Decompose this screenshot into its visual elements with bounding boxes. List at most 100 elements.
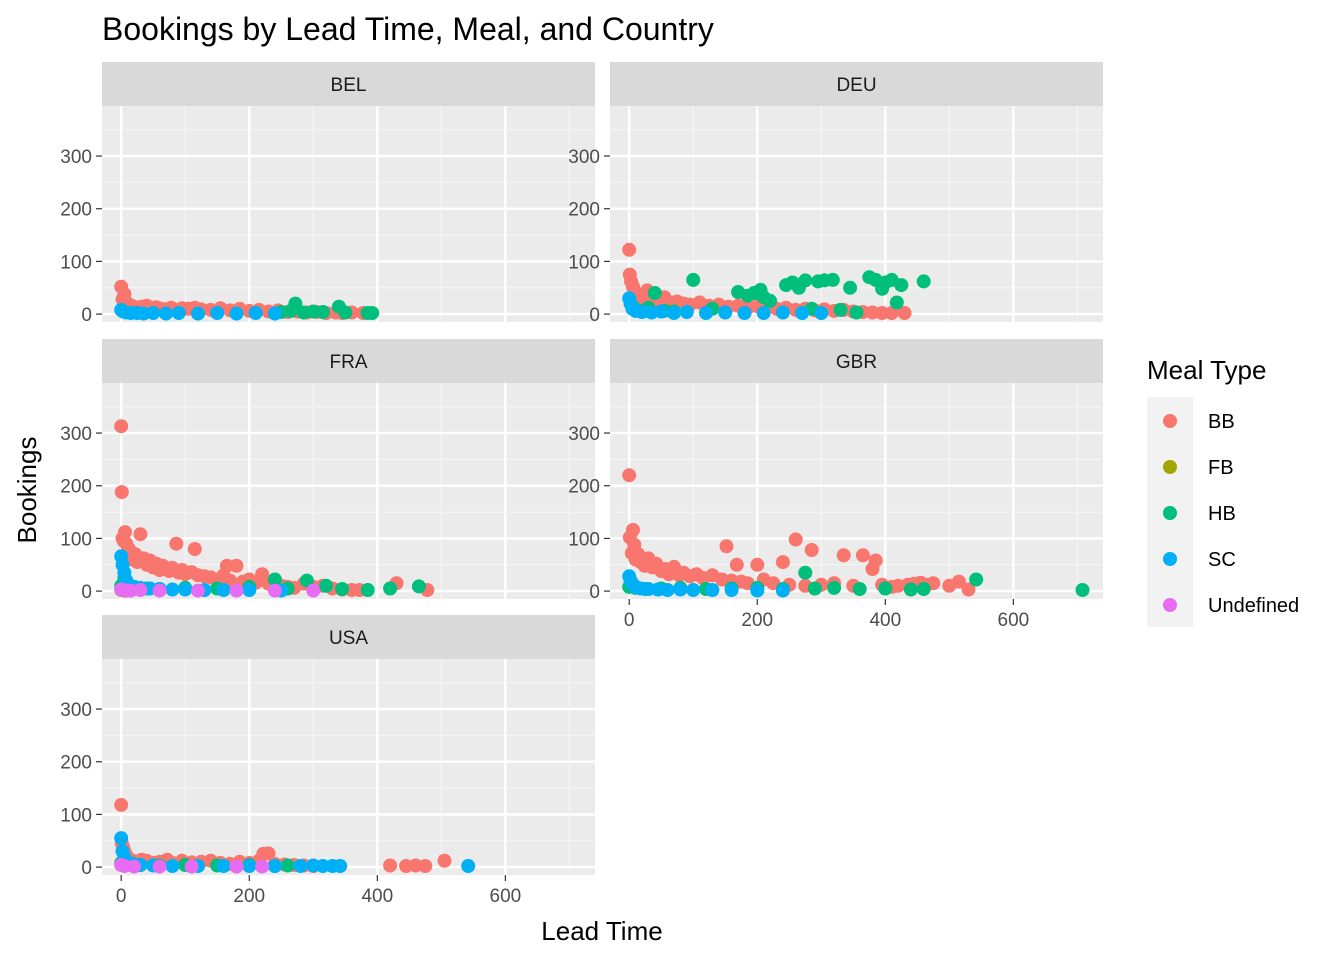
data-point-hb xyxy=(383,581,398,596)
data-point-hb xyxy=(969,572,984,587)
data-point-bb xyxy=(133,527,148,542)
panel-background xyxy=(102,106,595,322)
facet-strip-label: BEL xyxy=(331,75,367,96)
y-tick-label: 300 xyxy=(568,147,600,168)
data-point-hb xyxy=(686,272,701,287)
data-point-hb xyxy=(647,286,662,300)
data-point-hb xyxy=(916,274,931,289)
x-tick-label: 200 xyxy=(741,610,773,631)
data-point-undefined xyxy=(127,859,141,874)
data-point-sc xyxy=(775,583,790,598)
data-point-sc xyxy=(146,306,161,320)
data-point-bb xyxy=(788,532,803,547)
data-point-undefined xyxy=(267,583,282,598)
data-point-bb xyxy=(261,846,276,861)
points-group xyxy=(114,797,476,874)
facet-panel-fra: FRA 0 100 200 300 xyxy=(60,339,595,603)
data-point-bb xyxy=(868,553,883,568)
y-tick-label: 200 xyxy=(568,200,600,221)
data-point-sc xyxy=(315,859,330,873)
data-point-bb xyxy=(418,859,433,873)
data-point-hb xyxy=(852,582,867,596)
data-point-hb xyxy=(833,302,848,317)
data-point-bb xyxy=(114,419,129,434)
y-tick-label: 0 xyxy=(81,305,92,326)
data-point-sc xyxy=(705,583,720,597)
data-point-bb xyxy=(775,555,790,570)
data-point-sc xyxy=(191,306,205,321)
y-tick-label: 300 xyxy=(60,424,92,445)
data-point-hb xyxy=(315,305,330,319)
facet-strip xyxy=(102,615,595,659)
data-point-hb xyxy=(411,579,426,594)
data-point-sc xyxy=(248,306,263,320)
data-point-hb xyxy=(798,273,813,288)
y-tick-label: 200 xyxy=(568,477,600,498)
data-point-hb xyxy=(807,581,822,596)
data-point-bb xyxy=(897,306,912,320)
data-point-hb xyxy=(335,582,350,596)
legend-label-fb: FB xyxy=(1208,457,1234,479)
legend-key-bb xyxy=(1163,414,1177,428)
data-point-hb xyxy=(338,305,353,320)
legend-label-bb: BB xyxy=(1208,411,1235,433)
facet-strip-label: DEU xyxy=(836,75,876,96)
data-point-hb xyxy=(299,573,314,588)
data-point-bb xyxy=(855,548,870,563)
data-point-sc xyxy=(699,306,713,320)
data-point-sc xyxy=(267,306,282,321)
data-point-undefined xyxy=(152,583,167,598)
x-tick-label: 600 xyxy=(998,610,1030,631)
data-point-bb xyxy=(719,539,734,554)
legend-key-hb xyxy=(1163,506,1177,520)
panel-background xyxy=(102,659,595,875)
x-tick-label: 400 xyxy=(361,886,393,907)
data-point-bb xyxy=(187,542,202,556)
y-tick-label: 0 xyxy=(81,582,92,603)
data-point-sc xyxy=(242,859,257,873)
data-point-bb xyxy=(884,306,899,320)
y-axis-title: Bookings xyxy=(12,437,42,544)
data-point-hb xyxy=(827,580,842,595)
y-tick-label: 300 xyxy=(60,147,92,168)
data-point-bb xyxy=(875,306,890,320)
y-tick-label: 0 xyxy=(81,858,92,879)
y-tick-label: 100 xyxy=(60,805,92,826)
data-point-sc xyxy=(660,583,675,597)
data-point-hb xyxy=(365,306,380,320)
data-point-undefined xyxy=(306,583,321,598)
data-point-sc xyxy=(293,859,308,873)
points-group xyxy=(114,279,380,321)
legend-label-hb: HB xyxy=(1208,503,1236,525)
chart-title: Bookings by Lead Time, Meal, and Country xyxy=(102,11,714,47)
x-tick-label: 0 xyxy=(116,886,127,907)
facet-panel-gbr: GBR 0 100 200 300 0 200 400 600 xyxy=(568,339,1103,631)
data-point-sc xyxy=(229,306,244,321)
x-axis-title: Lead Time xyxy=(541,916,662,946)
data-point-bb xyxy=(219,558,234,573)
facet-panel-deu: DEU 0 100 200 300 xyxy=(568,62,1103,326)
data-point-sc xyxy=(673,582,688,597)
data-point-sc xyxy=(814,306,829,320)
x-tick-label: 400 xyxy=(869,610,901,631)
legend-key-undefined xyxy=(1163,598,1177,612)
data-point-sc xyxy=(756,306,771,320)
x-tick-label: 0 xyxy=(624,610,635,631)
panel-background xyxy=(102,383,595,599)
y-tick-label: 0 xyxy=(589,305,600,326)
data-point-undefined xyxy=(152,859,167,874)
data-point-hb xyxy=(1075,583,1090,597)
y-tick-label: 100 xyxy=(568,529,600,550)
data-point-hb xyxy=(360,583,375,597)
facet-strip-label: GBR xyxy=(836,352,877,373)
data-point-sc xyxy=(159,306,173,321)
data-point-hb xyxy=(798,565,813,580)
data-point-hb xyxy=(319,578,334,593)
y-tick-label: 0 xyxy=(589,582,600,603)
facet-strip-label: USA xyxy=(329,628,368,649)
legend: Meal Type BB FB HB SC Undefined xyxy=(1147,355,1299,627)
facet-panel-bel: BEL 0 100 200 300 xyxy=(60,62,595,326)
y-tick-label: 100 xyxy=(568,252,600,273)
